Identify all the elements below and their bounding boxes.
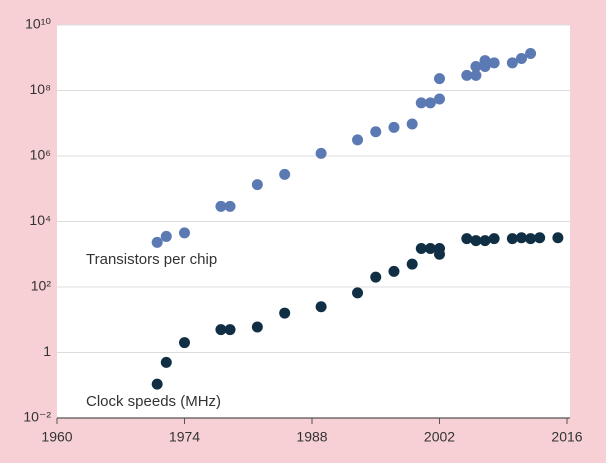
- data-point: [388, 265, 400, 277]
- data-point: [470, 69, 482, 81]
- data-point: [352, 134, 364, 146]
- data-point: [352, 287, 364, 299]
- data-point: [388, 121, 400, 133]
- data-point: [160, 230, 172, 242]
- data-point: [515, 52, 527, 64]
- data-point: [488, 57, 500, 69]
- data-point: [415, 97, 427, 109]
- data-point: [479, 61, 491, 73]
- data-point: [461, 233, 473, 245]
- data-point: [151, 236, 163, 248]
- data-point: [488, 233, 500, 245]
- y-tick-label: 10⁸: [30, 81, 52, 97]
- data-point: [279, 307, 291, 319]
- y-tick-label: 10¹⁰: [25, 16, 51, 32]
- data-point: [315, 301, 327, 313]
- data-point: [424, 97, 436, 109]
- x-tick-label: 2016: [551, 429, 582, 445]
- data-point: [552, 232, 564, 244]
- data-point: [506, 233, 518, 245]
- data-point: [506, 57, 518, 69]
- series-label: Clock speeds (MHz): [86, 393, 221, 410]
- data-point: [215, 324, 227, 336]
- data-point: [434, 93, 445, 105]
- data-point: [160, 356, 172, 368]
- x-tick-label: 1988: [296, 429, 327, 445]
- y-tick-label: 10²: [31, 278, 52, 294]
- data-point: [515, 232, 527, 244]
- x-tick-label: 2002: [424, 429, 455, 445]
- series-label: Transistors per chip: [86, 251, 217, 268]
- data-point: [315, 147, 327, 159]
- data-point: [461, 69, 473, 81]
- y-tick-label: 10⁶: [30, 147, 51, 163]
- y-tick-label: 1: [43, 343, 51, 359]
- y-tick-label: 10⁻²: [23, 409, 51, 425]
- data-point: [224, 324, 236, 336]
- data-point: [251, 321, 263, 333]
- data-point: [406, 118, 418, 130]
- data-point: [415, 242, 427, 254]
- data-point: [406, 258, 418, 270]
- data-point: [479, 235, 491, 247]
- y-tick-label: 10⁴: [29, 212, 51, 228]
- data-point: [279, 168, 291, 180]
- data-point: [470, 235, 482, 247]
- data-point: [151, 378, 163, 390]
- data-point: [434, 73, 445, 85]
- data-point: [370, 126, 382, 138]
- x-tick-label: 1974: [169, 429, 200, 445]
- data-point: [179, 337, 190, 349]
- data-point: [525, 233, 537, 245]
- data-point: [179, 227, 190, 239]
- data-point: [434, 248, 445, 260]
- data-point: [534, 232, 546, 244]
- x-tick-label: 1960: [41, 429, 72, 445]
- data-point: [470, 61, 482, 73]
- data-point: [424, 242, 436, 254]
- data-point: [525, 47, 537, 59]
- data-point: [215, 200, 227, 212]
- data-point: [251, 179, 263, 191]
- data-point: [224, 200, 236, 212]
- data-point: [370, 271, 382, 283]
